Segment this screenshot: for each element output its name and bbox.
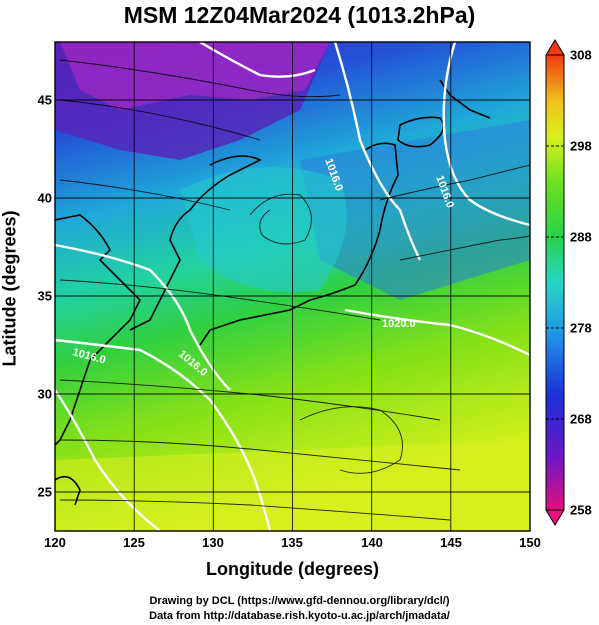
y-tick-label: 35: [37, 288, 52, 304]
colorbar-tick-label: 258: [570, 502, 592, 518]
drawing-credit: Drawing by DCL (https://www.gfd-dennou.o…: [149, 595, 450, 607]
wind-streamlines: [59, 59, 530, 521]
plot-frame: [54, 41, 531, 532]
map-title: MSM 12Z04Mar2024 (1013.2hPa): [123, 2, 476, 28]
x-tick-label: 125: [123, 535, 145, 550]
warm-region-east: [300, 120, 530, 300]
x-tick-label: 140: [361, 535, 383, 550]
x-tick-label: 150: [519, 535, 541, 550]
data-credit: Data from http://database.rish.kyoto-u.a…: [149, 610, 450, 622]
y-tick-label: 25: [37, 484, 52, 500]
colorbar-tick-label: 278: [570, 320, 592, 336]
x-tick-label: 145: [440, 535, 462, 550]
isobars: [55, 42, 530, 531]
y-tick-label: 30: [37, 386, 52, 402]
grid: [55, 42, 530, 531]
colorbar: [545, 39, 565, 526]
y-tick-label: 45: [37, 92, 52, 108]
x-axis-label: Longitude (degrees): [205, 559, 379, 579]
colorbar-tick-label: 268: [570, 411, 592, 427]
colorbar-max-arrow: [545, 39, 565, 56]
colorbar-tick-label: 288: [570, 229, 592, 245]
colorbar-min-arrow: [545, 509, 565, 526]
isobar-label: 1020.0: [382, 318, 416, 330]
y-tick-label: 40: [37, 190, 52, 206]
colorbar-tick-label: 298: [570, 138, 592, 154]
x-tick-label: 130: [202, 535, 224, 550]
y-axis-label: Latitude (degrees): [0, 210, 20, 367]
cold-region-magenta: [60, 42, 330, 110]
x-tick-label: 120: [44, 535, 66, 550]
colorbar-tick-label: 308: [570, 47, 592, 63]
colorbar-scale: [545, 54, 565, 511]
x-tick-label: 135: [281, 535, 303, 550]
